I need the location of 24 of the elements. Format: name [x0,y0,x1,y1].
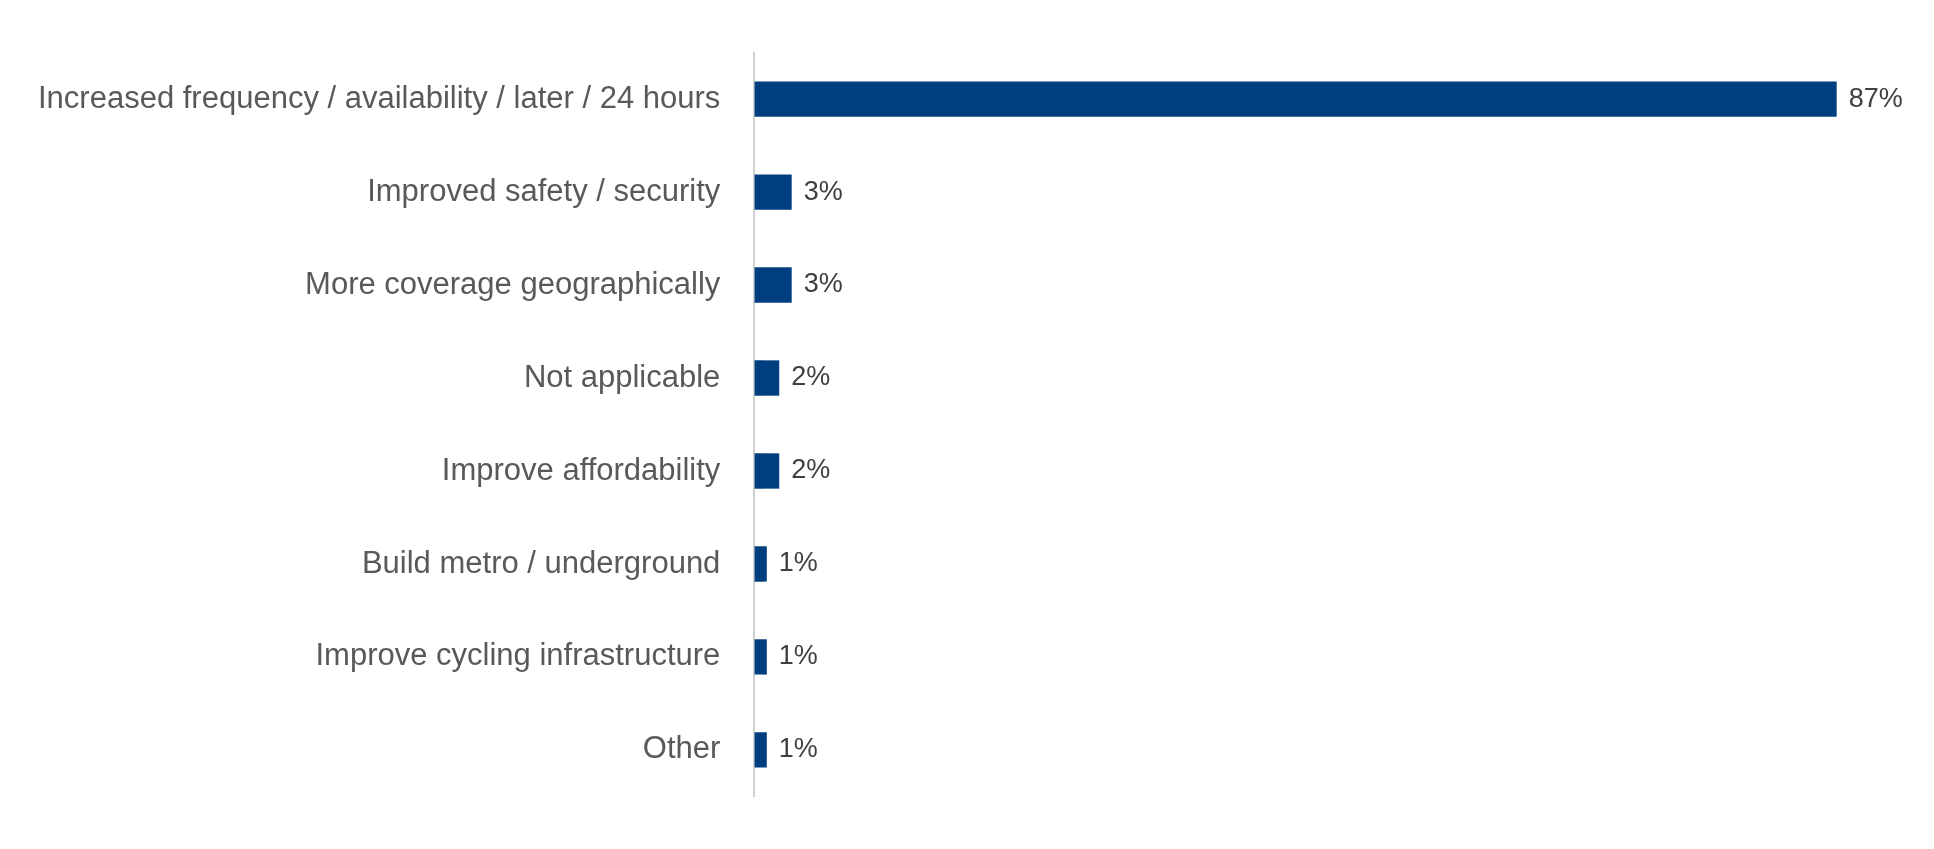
data-label: 87% [1848,82,1903,113]
bar [754,267,792,303]
data-label: 2% [791,454,831,485]
data-label: 1% [778,640,818,671]
data-label: 3% [803,268,843,299]
y-tick-label: Build metro / underground [361,544,721,580]
data-label: 2% [791,361,831,392]
y-tick-label: Improve cycling infrastructure [315,637,721,673]
bar [754,81,1837,117]
bar [754,732,767,768]
bar [754,453,780,489]
bar [754,546,767,582]
bar [754,360,780,396]
data-label: 1% [778,733,818,764]
data-label: 1% [778,547,818,578]
y-tick-label: Improved safety / security [367,172,721,208]
bar [754,174,792,210]
data-label: 3% [803,175,843,206]
y-tick-label: Improve affordability [441,451,721,487]
y-tick-label: Not applicable [523,358,721,394]
bar [754,639,767,675]
y-tick-label: More coverage geographically [305,265,721,301]
y-tick-label: Other [642,730,721,766]
y-tick-label: Increased frequency / availability / later / 24 hours [37,79,721,115]
